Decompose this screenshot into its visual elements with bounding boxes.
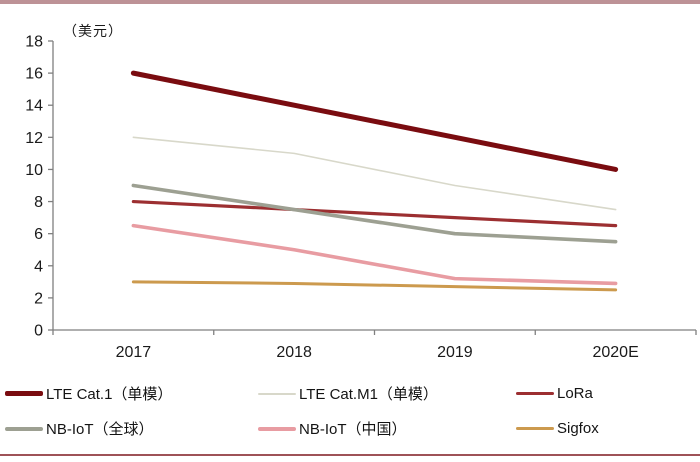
legend-item-lte-catm1: LTE Cat.M1（单模） [258,383,516,404]
legend-label-lora: LoRa [557,385,593,402]
y-tick-label: 4 [34,258,43,275]
legend-swatch-lora [516,392,554,395]
chart-legend: LTE Cat.1（单模） LTE Cat.M1（单模） LoRa NB-IoT（全球… [5,383,697,439]
y-tick-label: 6 [34,226,43,243]
legend-item-nbiot-china: NB-IoT（中国） [258,418,516,439]
legend-label-nbiot-global: NB-IoT（全球） [46,421,154,438]
x-tick-label-2019: 2019 [437,344,473,361]
legend-swatch-lte-cat1 [5,391,43,396]
x-tick-label-2018: 2018 [276,344,312,361]
y-tick-label: 0 [34,323,43,340]
series-line-nbiot-global [131,183,618,244]
legend-item-lte-cat1: LTE Cat.1（单模） [5,383,258,404]
legend-swatch-nbiot-global [5,426,43,431]
y-tick-label: 2 [34,290,43,307]
y-tick-label: 12 [25,130,43,147]
legend-label-nbiot-china: NB-IoT（中国） [299,421,407,438]
legend-swatch-sigfox [516,427,554,430]
y-tick-label: 8 [34,194,43,211]
legend-label-lte-catm1: LTE Cat.M1（单模） [299,386,438,403]
y-tick-label: 18 [25,34,43,51]
legend-row: NB-IoT（全球） NB-IoT（中国） Sigfox [5,418,697,439]
y-tick-label: 10 [25,162,43,179]
series-line-lte-cat1 [130,70,619,172]
y-axis-unit-label: （美元） [63,23,123,39]
y-tick-label: 14 [25,98,43,115]
legend-label-lte-cat1: LTE Cat.1（单模） [46,386,173,403]
x-tick-label-2020e: 2020E [592,344,638,361]
series-line-sigfox [131,280,618,292]
legend-item-nbiot-global: NB-IoT（全球） [5,418,258,439]
legend-swatch-nbiot-china [258,426,296,431]
series-line-lte-catm1 [132,136,617,211]
x-tick-label-2017: 2017 [116,344,152,361]
top-border-bar [0,0,700,4]
series-line-nbiot-china [131,223,618,286]
series-line-lora [131,199,618,228]
legend-row: LTE Cat.1（单模） LTE Cat.M1（单模） LoRa [5,383,697,404]
legend-item-lora: LoRa [516,385,697,402]
chart-svg: 0 2 4 6 8 10 12 14 16 18 2017 2018 2019 2020E [25,34,697,361]
bottom-border-line [0,454,700,456]
legend-item-sigfox: Sigfox [516,420,697,437]
y-tick-label: 16 [25,66,43,83]
legend-label-sigfox: Sigfox [557,420,599,437]
legend-swatch-lte-catm1 [258,392,296,395]
